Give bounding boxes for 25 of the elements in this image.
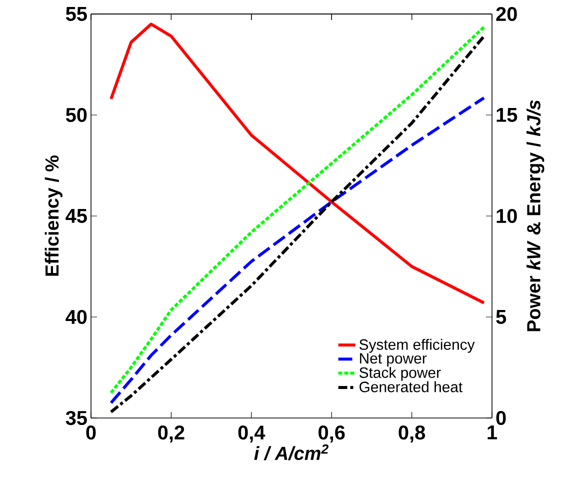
y2-tick-label: 10: [496, 208, 517, 224]
y-axis-title: Efficiency / %: [44, 155, 62, 276]
x-axis-title: i / A/cm$^{2}$: [254, 444, 328, 460]
x-tick-label: 0: [86, 426, 96, 440]
legend-label: Stack power: [359, 366, 441, 381]
y2-tick-label: 15: [496, 108, 518, 122]
legend-label: Net power: [360, 353, 427, 367]
line-series: [110, 96, 486, 404]
legend-label: System efficiency: [359, 338, 475, 353]
y-tick-label: 40: [66, 310, 87, 324]
y2-tick-label: 5: [496, 310, 506, 324]
x-tick-label: 0,2: [158, 426, 184, 442]
x-tick-label: 1: [488, 426, 497, 440]
legend-label: Generated heat: [360, 381, 463, 392]
x-tick-label: 0,4: [238, 426, 266, 442]
y-tick-label: 50: [66, 108, 87, 122]
y2-tick-label: 20: [496, 6, 517, 22]
y2-tick-label: 0: [496, 410, 506, 426]
y2-axis-title: Power kW & Energy / kJ/s: [526, 100, 544, 332]
y-tick-label: 35: [66, 410, 87, 426]
y-tick-label: 45: [66, 209, 87, 223]
x-tick-label: 0,6: [318, 426, 345, 442]
line-series: [110, 22, 486, 304]
y-tick-label: 55: [66, 7, 87, 21]
x-tick-label: 0,8: [398, 426, 426, 442]
